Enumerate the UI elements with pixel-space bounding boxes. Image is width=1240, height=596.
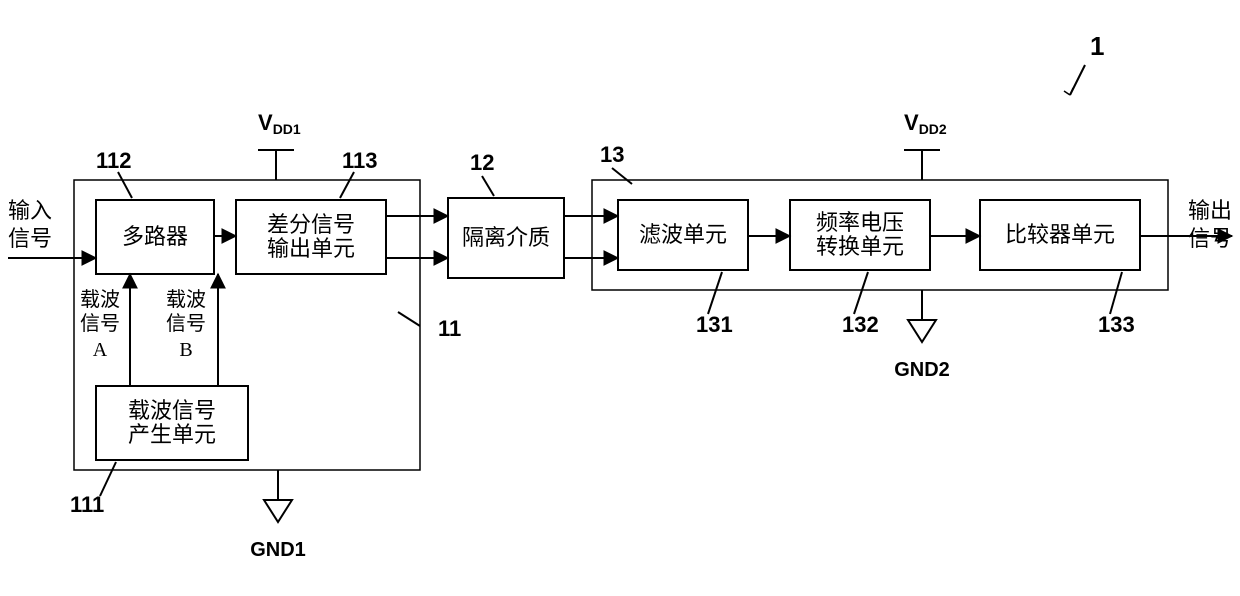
output-label-1: 输出 xyxy=(1188,198,1232,223)
carrier-A-l3: A xyxy=(93,339,108,361)
block-isolate-line0: 隔离介质 xyxy=(462,225,550,250)
gnd2-label: GND2 xyxy=(894,359,950,381)
ref-112-leader xyxy=(118,172,132,198)
figure-ref: 1 xyxy=(1090,31,1104,61)
ref-12-leader xyxy=(482,176,494,196)
ref-11-leader xyxy=(398,312,420,326)
ref-111-leader xyxy=(100,462,116,496)
ref-131-leader xyxy=(708,272,722,314)
ref-132: 132 xyxy=(842,312,879,337)
ref-113-leader xyxy=(340,172,354,198)
block-filter-line0: 滤波单元 xyxy=(639,222,727,247)
ref-112: 112 xyxy=(96,148,132,173)
carrier-B-l1: 载波 xyxy=(166,288,206,311)
ref-12: 12 xyxy=(470,150,494,175)
block-carrier-line0: 载波信号 xyxy=(128,398,216,423)
output-label-2: 信号 xyxy=(1188,226,1232,251)
ref-11: 11 xyxy=(438,316,461,341)
input-label-1: 输入 xyxy=(8,198,52,223)
block-mux-line0: 多路器 xyxy=(122,224,188,249)
ref-113: 113 xyxy=(342,148,378,173)
vdd2-label: VDD2 xyxy=(904,110,947,137)
block-diffout-line1: 输出单元 xyxy=(267,236,355,261)
block-f2v-line0: 频率电压 xyxy=(816,210,904,235)
carrier-B-l3: B xyxy=(179,339,192,361)
block-comp-line0: 比较器单元 xyxy=(1005,222,1115,247)
ref-133-leader xyxy=(1110,272,1122,314)
ref-133: 133 xyxy=(1098,312,1135,337)
ref-13: 13 xyxy=(600,142,624,167)
ref-131: 131 xyxy=(696,312,733,337)
ref-132-leader xyxy=(854,272,868,314)
gnd2-triangle xyxy=(908,320,936,342)
block-f2v-line1: 转换单元 xyxy=(816,234,904,259)
carrier-A-l1: 载波 xyxy=(80,288,120,311)
vdd1-label: VDD1 xyxy=(258,110,301,137)
block-diffout-line0: 差分信号 xyxy=(267,212,355,237)
input-label-2: 信号 xyxy=(8,226,52,251)
gnd1-triangle xyxy=(264,500,292,522)
block-carrier-line1: 产生单元 xyxy=(128,422,216,447)
figure-ref-tick xyxy=(1064,88,1073,95)
gnd1-label: GND1 xyxy=(250,539,306,561)
ref-111: 111 xyxy=(70,492,104,517)
block-diagram: 11113VDD1VDD2GND1GND2多路器112差分信号输出单元113载波… xyxy=(0,0,1240,596)
carrier-A-l2: 信号 xyxy=(80,312,120,335)
carrier-B-l2: 信号 xyxy=(166,312,206,335)
ref-13-leader xyxy=(612,168,632,184)
